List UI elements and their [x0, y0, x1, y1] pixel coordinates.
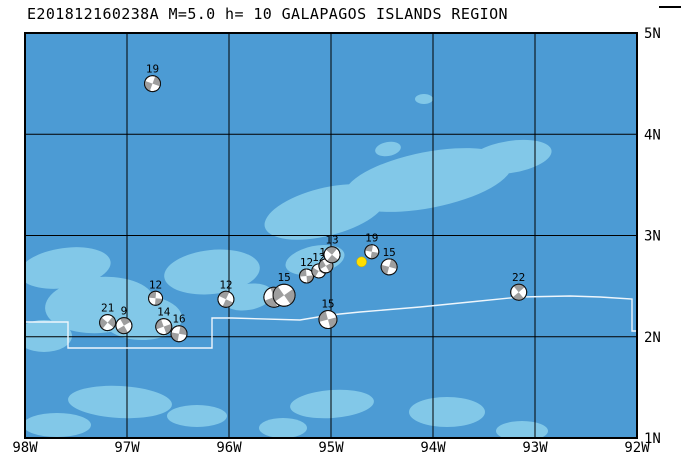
event-day-label: 12 [149, 278, 162, 291]
map-title: E201812160238A M=5.0 h= 10 GALAPAGOS ISL… [27, 5, 508, 23]
lon-tick-label: 97W [114, 440, 140, 456]
shallow-patch [415, 94, 433, 104]
plate-boundary-line [25, 295, 637, 349]
shallow-patch [167, 405, 227, 427]
focal-mechanism [323, 246, 341, 264]
focal-mechanism [380, 258, 398, 276]
event-day-label: 9 [121, 305, 128, 318]
focal-mechanism [144, 75, 161, 93]
focal-mechanism [318, 310, 338, 330]
event-day-label: 12 [219, 278, 232, 291]
boundary-layer [25, 295, 637, 349]
focal-mechanism [364, 244, 380, 260]
lon-tick-label: 92W [624, 440, 650, 456]
events-layer: 1912219141612151212121319151522 [99, 63, 528, 343]
shallow-patch [25, 413, 91, 437]
focal-mechanism [217, 290, 235, 308]
focal-mechanism [155, 318, 173, 336]
event-day-label: 15 [277, 271, 290, 284]
focal-mechanism [99, 314, 117, 332]
shallow-patch [409, 397, 485, 427]
event-day-label: 14 [157, 306, 171, 319]
lon-tick-label: 94W [420, 440, 446, 456]
tick-labels: 98W 97W 96W 95W 94W 93W 92W 5N 4N 3N 2N 1N [12, 26, 661, 456]
focal-mechanism [170, 325, 188, 343]
epicenter-dot-yellow [356, 256, 367, 268]
event-day-label: 15 [321, 298, 334, 311]
shallow-patch [68, 385, 172, 419]
focal-mechanism [115, 317, 133, 335]
lat-tick-label: 3N [644, 229, 661, 245]
shallow-patch [164, 249, 260, 295]
shallow-patch [290, 389, 374, 419]
grid-layer [25, 33, 637, 438]
event-day-label: 22 [512, 271, 525, 284]
event-day-label: 12 [300, 256, 313, 269]
event-day-label: 21 [101, 302, 114, 315]
shallow-patch [375, 141, 401, 157]
lat-tick-label: 5N [644, 26, 661, 42]
lon-tick-label: 93W [522, 440, 548, 456]
focal-mechanism [510, 283, 528, 301]
shallow-patch [25, 320, 72, 352]
shallow-patch [259, 418, 307, 438]
lat-tick-label: 1N [644, 431, 661, 447]
event-day-label: 13 [325, 234, 338, 247]
event-day-label: 19 [146, 63, 159, 76]
focal-mechanism [148, 290, 164, 306]
event-day-label: 19 [365, 232, 378, 245]
event-day-label: 16 [172, 313, 185, 326]
shallow-patch [468, 139, 552, 175]
lon-tick-label: 95W [318, 440, 344, 456]
focal-mechanism [272, 283, 296, 307]
lon-tick-label: 98W [12, 440, 38, 456]
event-day-label: 15 [383, 246, 396, 259]
lat-tick-label: 2N [644, 330, 661, 346]
lon-tick-label: 96W [216, 440, 242, 456]
map-frame [24, 32, 638, 439]
lat-tick-label: 4N [644, 127, 661, 143]
shallow-patch [223, 283, 273, 311]
